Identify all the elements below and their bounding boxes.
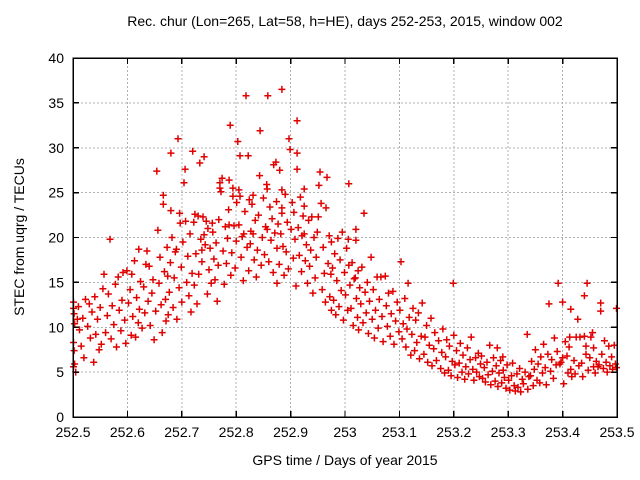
x-tick-label: 253.5: [599, 424, 634, 440]
x-tick-label: 253.4: [545, 424, 580, 440]
x-tick-label: 253.2: [436, 424, 471, 440]
chart-title: Rec. chur (Lon=265, Lat=58, h=HE), days …: [127, 13, 563, 29]
x-tick-label: 252.8: [219, 424, 254, 440]
y-axis-label: STEC from uqrg / TECUs: [11, 158, 27, 316]
x-tick-label: 252.9: [273, 424, 308, 440]
y-tick-label: 0: [56, 409, 64, 425]
y-tick-label: 15: [48, 274, 64, 290]
y-tick-label: 35: [48, 95, 64, 111]
x-tick-label: 252.5: [55, 424, 90, 440]
x-tick-label: 252.7: [164, 424, 199, 440]
y-tick-label: 30: [48, 140, 64, 156]
x-tick-label: 253.3: [491, 424, 526, 440]
y-tick-label: 5: [56, 364, 64, 380]
x-tick-label: 252.6: [110, 424, 145, 440]
x-axis-label: GPS time / Days of year 2015: [252, 452, 438, 468]
y-tick-label: 25: [48, 185, 64, 201]
y-tick-label: 40: [48, 50, 64, 66]
y-tick-label: 20: [48, 230, 64, 246]
x-tick-label: 253.1: [382, 424, 417, 440]
y-tick-label: 10: [48, 319, 64, 335]
scatter-points: [70, 85, 620, 396]
x-tick-label: 253: [333, 424, 357, 440]
